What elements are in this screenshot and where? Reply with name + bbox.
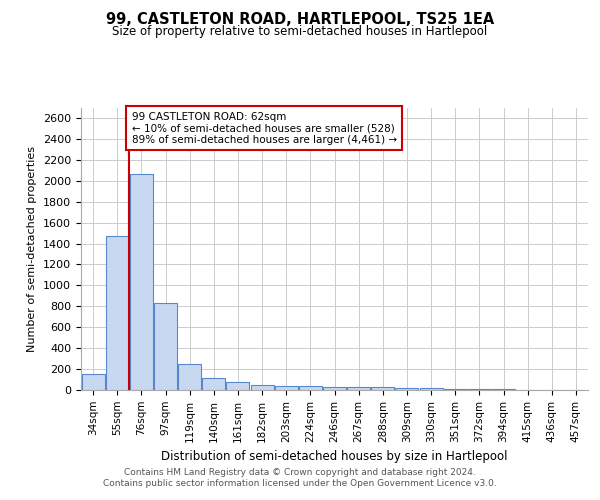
Text: 99 CASTLETON ROAD: 62sqm
← 10% of semi-detached houses are smaller (528)
89% of : 99 CASTLETON ROAD: 62sqm ← 10% of semi-d… [132,112,397,145]
Bar [178,364,201,390]
Bar [371,388,394,390]
Bar [226,382,250,390]
Bar [106,236,128,390]
Bar [275,386,298,390]
Bar [154,303,177,390]
Bar [347,387,370,390]
Bar [323,387,346,390]
Bar [202,378,225,390]
Bar [444,389,467,390]
Bar [468,389,491,390]
Text: Contains HM Land Registry data © Crown copyright and database right 2024.
Contai: Contains HM Land Registry data © Crown c… [103,468,497,487]
Y-axis label: Number of semi-detached properties: Number of semi-detached properties [28,146,37,352]
Bar [130,174,153,390]
Text: 99, CASTLETON ROAD, HARTLEPOOL, TS25 1EA: 99, CASTLETON ROAD, HARTLEPOOL, TS25 1EA [106,12,494,28]
Bar [419,388,443,390]
Bar [251,385,274,390]
Bar [82,374,104,390]
Text: Size of property relative to semi-detached houses in Hartlepool: Size of property relative to semi-detach… [112,25,488,38]
Bar [299,386,322,390]
X-axis label: Distribution of semi-detached houses by size in Hartlepool: Distribution of semi-detached houses by … [161,450,508,463]
Bar [395,388,418,390]
